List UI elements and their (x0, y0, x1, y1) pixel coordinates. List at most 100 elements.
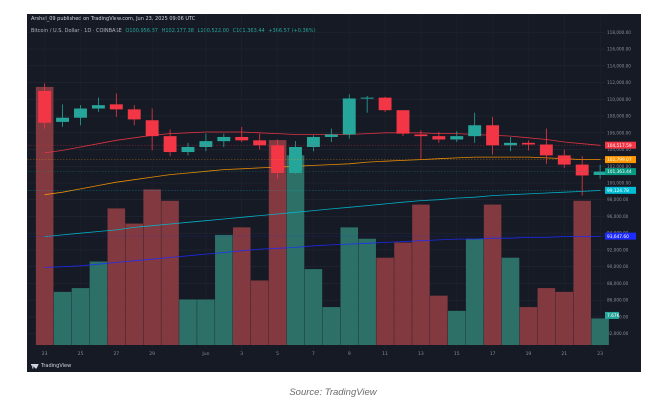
candle-body (217, 136, 231, 142)
tradingview-logo-icon (31, 363, 39, 369)
volume-bar (35, 86, 54, 345)
price-label-box (605, 141, 636, 149)
volume-bar (447, 310, 466, 345)
candle-body (253, 140, 267, 146)
x-tick-label: 23 (597, 351, 603, 357)
x-tick-label: 15 (454, 351, 460, 357)
price-label-box (605, 156, 636, 164)
x-tick-label: 13 (418, 351, 424, 357)
y-tick-label: 100,000.00 (607, 181, 631, 186)
candle-body (289, 147, 302, 173)
x-tick-label: 21 (561, 351, 567, 357)
moving-average-line (44, 190, 601, 237)
candle-body (360, 97, 374, 99)
y-tick-label: 114,000.00 (607, 63, 631, 68)
candle-body (521, 142, 535, 145)
y-tick-label: 86,000.00 (607, 298, 629, 303)
candle-body (271, 145, 285, 173)
chart-panel[interactable]: Arshal_09 published on TradingView.com, … (27, 14, 641, 372)
candle-body (414, 134, 428, 137)
y-tick-label: 110,000.00 (607, 97, 631, 102)
candle-body (324, 134, 338, 137)
volume-bar (591, 318, 609, 345)
volume-bar (89, 261, 108, 345)
x-tick-label: 29 (149, 351, 155, 357)
y-tick-label: 92,000.00 (607, 247, 629, 252)
y-tick-label: 98,000.00 (607, 197, 629, 202)
volume-bar (268, 140, 287, 345)
candle-body (306, 136, 320, 148)
y-tick-label: 88,000.00 (607, 281, 629, 286)
volume-label-box (605, 311, 619, 319)
y-tick-label: 118,000.00 (607, 30, 631, 35)
close-value: C101,363.44 (232, 28, 265, 34)
volume-bar (197, 299, 215, 345)
candlestick-chart[interactable]: 118,000.00 116,000.00 114,000.00 112,000.00… (27, 14, 641, 372)
volume-bar (573, 200, 591, 345)
x-tick-label: 7 (312, 351, 315, 357)
y-tick-label: 112,000.00 (607, 80, 631, 85)
volume-bar (71, 288, 90, 345)
candle-body (486, 125, 500, 146)
price-label-box (605, 168, 636, 176)
candle-body (127, 109, 141, 120)
volume-bar (501, 257, 520, 345)
candle-body (235, 136, 249, 141)
x-tick-label: 19 (526, 351, 532, 357)
candle-body (432, 136, 446, 140)
candle-body (504, 142, 517, 146)
y-tick-label: 108,000.00 (607, 114, 631, 119)
price-label-text: 101,363.44 (607, 169, 632, 175)
candle-body (109, 104, 123, 110)
price-label-text: 102,799.07 (607, 157, 632, 163)
y-tick-label: 106,000.00 (607, 130, 631, 135)
candle-body (593, 171, 607, 175)
candle-body (38, 90, 52, 123)
candle-body (575, 164, 589, 176)
open-value: O100,956.87 (125, 28, 158, 34)
volume-bar (555, 291, 574, 345)
x-tick-label: 27 (113, 351, 119, 357)
candle-body (396, 110, 410, 134)
volume-bar (250, 280, 269, 345)
volume-bar (322, 307, 341, 345)
price-label-box (605, 232, 636, 240)
y-tick-label: 96,000.00 (607, 214, 629, 219)
volume-bar (107, 208, 126, 345)
x-tick-label: 5 (276, 351, 279, 357)
low-value: L100,522.00 (197, 28, 229, 34)
volume-bar (537, 288, 556, 345)
candle-body (378, 97, 392, 111)
volume-bar (465, 238, 484, 345)
tradingview-brand: TradingView (31, 363, 71, 369)
volume-bar (394, 242, 412, 345)
volume-bar (232, 227, 251, 345)
volume-bar (376, 257, 394, 345)
moving-average-line (44, 236, 601, 268)
volume-bar (358, 238, 376, 345)
x-tick-label: 9 (348, 351, 351, 357)
x-tick-label: 23 (42, 351, 48, 357)
brand-text: TradingView (41, 363, 72, 369)
candle-body (163, 136, 177, 153)
price-label-box (605, 186, 636, 194)
price-label-text: 99,124.78 (607, 188, 629, 194)
candle-body (181, 147, 195, 153)
symbol-label: Bitcoin / U.S. Dollar · 1D · COINBASE (31, 28, 122, 34)
x-tick-label: 17 (490, 351, 496, 357)
candle-body (539, 144, 553, 156)
volume-bar (143, 189, 161, 345)
volume-bar (519, 307, 538, 345)
y-tick-label: 90,000.00 (607, 264, 629, 269)
candle-body (145, 120, 159, 137)
x-tick-label: 11 (382, 351, 388, 357)
volume-bar (215, 234, 233, 345)
price-label-text: 104,517.59 (607, 143, 632, 149)
x-tick-label: Jun (201, 351, 209, 357)
high-value: H102,177.38 (161, 28, 194, 34)
volume-bar (179, 299, 197, 345)
change-value: +366.57 (+0.36%) (268, 28, 316, 34)
volume-bar (53, 291, 72, 345)
volume-bar (430, 295, 448, 345)
candle-body (468, 125, 482, 137)
